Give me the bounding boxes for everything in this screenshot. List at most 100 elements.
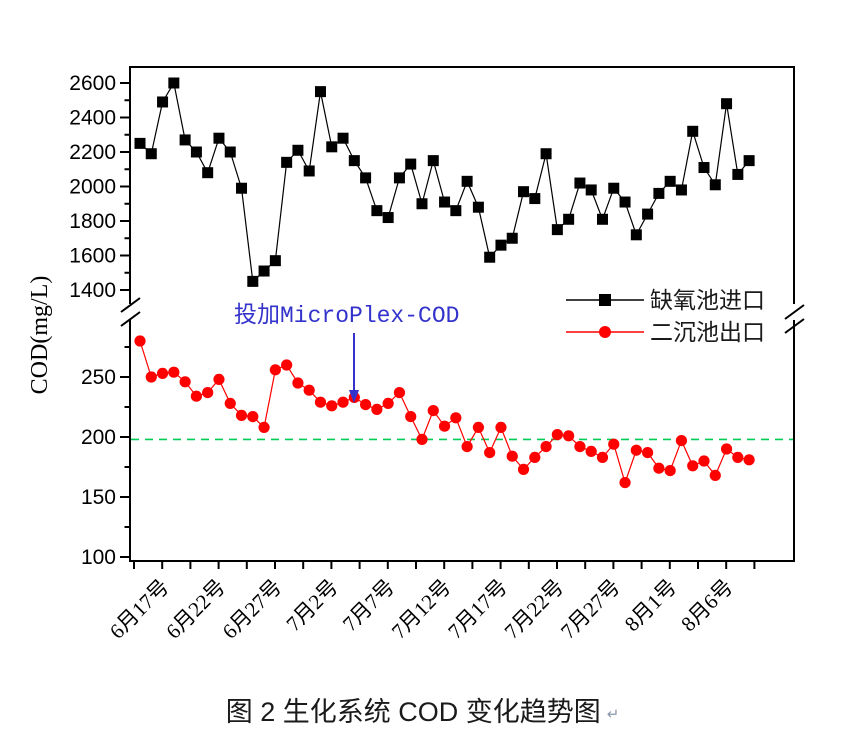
data-point-circle <box>281 359 293 371</box>
x-tick-label: 7月27号 <box>556 575 625 644</box>
data-point-circle <box>529 451 541 463</box>
data-point-circle <box>472 421 484 433</box>
y-tick-label: 1800 <box>69 210 116 233</box>
data-point-circle <box>224 397 236 409</box>
data-point-circle <box>438 420 451 432</box>
data-point-square <box>472 201 484 213</box>
data-point-square <box>563 213 575 225</box>
paragraph-mark: ↵ <box>606 706 620 723</box>
y-tick-label: 200 <box>81 426 116 449</box>
y-tick-label: 2600 <box>69 72 116 95</box>
data-point-circle <box>247 411 259 423</box>
data-point-square <box>675 184 687 196</box>
data-point-square <box>585 184 597 196</box>
data-point-square <box>439 196 451 208</box>
data-point-circle <box>642 447 654 459</box>
data-point-square <box>743 155 755 167</box>
data-point-square <box>405 158 417 170</box>
data-point-square <box>360 172 372 184</box>
legend-item-inlet: 缺氧池进口 <box>566 288 765 313</box>
data-point-circle <box>709 469 721 481</box>
data-point-circle <box>258 421 270 433</box>
data-point-square <box>303 165 315 177</box>
y-axis-lower-segment: 100 150 200 250 <box>81 346 130 569</box>
data-point-circle <box>585 445 597 457</box>
plot-border <box>129 66 795 562</box>
data-point-circle <box>484 447 496 459</box>
data-point-square <box>213 132 225 144</box>
left-break-slash <box>120 297 141 313</box>
data-point-circle <box>619 477 631 489</box>
x-tick-label: 8月1号 <box>620 575 682 637</box>
data-point-square <box>145 148 157 160</box>
data-point-square <box>371 205 383 217</box>
data-point-circle <box>371 403 383 415</box>
data-point-circle <box>156 367 169 379</box>
data-point-circle <box>326 400 338 412</box>
x-tick-label: 7月12号 <box>387 575 456 644</box>
x-tick-label: 8月6号 <box>676 575 738 637</box>
y-tick-label: 100 <box>81 546 116 569</box>
data-point-square <box>687 125 699 137</box>
data-point-square <box>529 193 541 205</box>
y-axis-upper-segment: 1400 1600 1800 2000 2200 2400 2600 <box>69 72 130 302</box>
data-point-square <box>348 155 360 167</box>
data-point-circle <box>190 390 202 402</box>
data-point-square <box>157 96 169 108</box>
y-tick-label: 150 <box>81 486 116 509</box>
x-axis: 6月17号6月22号6月27号7月2号7月7号7月12号7月17号7月22号7月… <box>105 561 756 644</box>
y-tick-label: 250 <box>81 366 116 389</box>
legend-marker-square <box>599 294 611 306</box>
data-point-square <box>630 229 642 241</box>
data-point-circle <box>213 373 225 385</box>
data-point-circle <box>608 438 620 450</box>
data-point-square <box>416 198 428 210</box>
data-point-circle <box>292 377 304 389</box>
series-inlet <box>134 77 755 287</box>
data-point-square <box>596 213 608 225</box>
x-tick-label: 7月17号 <box>443 575 512 644</box>
data-point-square <box>461 175 473 187</box>
annotation-text-latin: MicroPlex-COD <box>280 303 459 329</box>
data-point-square <box>540 148 552 160</box>
data-point-circle <box>687 460 699 472</box>
right-break-slash <box>784 318 805 334</box>
data-point-circle <box>653 462 665 474</box>
x-tick-label: 7月2号 <box>281 575 343 637</box>
data-point-square <box>709 179 721 191</box>
data-point-circle <box>235 409 248 421</box>
axis-break-marks <box>120 297 805 334</box>
data-point-circle <box>303 384 315 396</box>
data-point-square <box>619 196 631 208</box>
data-point-circle <box>732 451 744 463</box>
data-point-circle <box>461 441 473 453</box>
right-break-slash <box>784 304 805 320</box>
data-point-circle <box>540 441 552 453</box>
data-point-square <box>382 212 394 224</box>
x-tick-label: 6月27号 <box>218 575 287 644</box>
data-point-square <box>721 98 733 110</box>
data-point-circle <box>145 371 157 383</box>
data-point-circle <box>664 465 676 477</box>
data-point-square <box>202 167 214 179</box>
data-point-circle <box>506 450 518 462</box>
data-point-square <box>247 275 259 287</box>
data-point-square <box>518 186 530 198</box>
annotation-text-cjk: 投加 <box>234 302 280 327</box>
x-tick-label: 6月17号 <box>105 575 174 644</box>
data-point-square <box>608 182 620 194</box>
data-point-square <box>484 251 496 263</box>
data-point-circle <box>743 454 755 466</box>
figure-caption-text: 图 2 生化系统 COD 变化趋势图 <box>225 697 601 727</box>
data-point-square <box>551 224 563 236</box>
legend-label-inlet: 缺氧池进口 <box>650 288 765 313</box>
data-point-circle <box>134 335 146 347</box>
data-point-square <box>134 137 146 149</box>
data-point-square <box>236 182 248 194</box>
data-point-circle <box>269 364 281 376</box>
y-axis-title: COD(mg/L) <box>27 276 53 395</box>
annotation-dosing: 投加MicroPlex-COD <box>234 302 459 403</box>
y-tick-label: 1600 <box>69 245 116 268</box>
data-point-circle <box>337 396 349 408</box>
